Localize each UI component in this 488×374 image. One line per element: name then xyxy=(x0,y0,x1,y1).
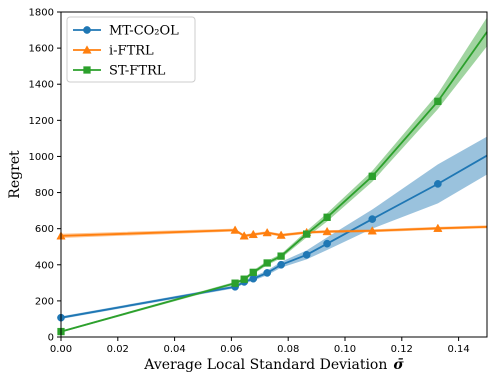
y-tick-label: 1800 xyxy=(29,8,54,19)
point-series-3 xyxy=(231,279,239,287)
x-tick-label: 0.02 xyxy=(107,344,129,355)
point-series-1 xyxy=(263,269,272,277)
point-series-1 xyxy=(323,239,331,248)
legend-marker xyxy=(83,66,91,74)
point-series-3 xyxy=(249,268,257,277)
x-axis-label-text: Average Local Standard Deviation xyxy=(143,357,387,373)
point-series-3 xyxy=(277,252,285,260)
point-series-1 xyxy=(368,215,377,223)
y-tick-label: 600 xyxy=(35,224,54,235)
point-series-2 xyxy=(276,230,286,239)
point-series-3 xyxy=(368,172,376,180)
x-tick-label: 0.08 xyxy=(277,344,299,355)
point-series-2 xyxy=(248,229,258,239)
x-tick-label: 0.00 xyxy=(50,344,72,355)
legend-marker xyxy=(83,26,91,34)
line-series-2 xyxy=(60,225,488,237)
series-markers xyxy=(56,97,443,336)
x-axis-label: Average Local Standard Deviation σ̄ xyxy=(143,357,404,373)
plot-frame xyxy=(60,11,488,338)
point-series-1 xyxy=(277,260,285,269)
legend-marker xyxy=(82,45,92,54)
legend-box xyxy=(66,16,196,83)
y-tick-label: 0 xyxy=(48,333,54,344)
point-series-3 xyxy=(434,97,442,106)
band-series-2 xyxy=(61,225,487,239)
y-tick-label: 1200 xyxy=(29,116,54,127)
point-series-1 xyxy=(302,250,311,259)
legend-label: MT-CO₂OL xyxy=(109,24,179,39)
x-tick-label: 0.14 xyxy=(447,344,469,355)
legend: MT-CO₂OL i-FTRL ST-FTRL xyxy=(66,16,196,83)
x-tick-label: 0.06 xyxy=(220,344,242,355)
point-series-2 xyxy=(230,225,240,234)
point-series-2 xyxy=(239,231,249,240)
point-series-2 xyxy=(262,227,272,237)
x-tick-label: 0.12 xyxy=(391,344,413,355)
point-series-3 xyxy=(240,275,248,283)
point-series-1 xyxy=(434,180,442,188)
x-tick-label: 0.10 xyxy=(334,344,356,355)
y-axis-label: Regret xyxy=(7,150,23,199)
legend-label: ST-FTRL xyxy=(109,64,166,79)
point-series-3 xyxy=(323,213,331,221)
x-tick-label: 0.04 xyxy=(163,344,185,355)
point-series-2 xyxy=(433,223,443,232)
x-axis-label-symbol: σ̄ xyxy=(393,357,404,373)
y-tick-label: 200 xyxy=(35,296,54,307)
y-tick-label: 1400 xyxy=(29,80,54,91)
point-series-3 xyxy=(303,230,311,238)
point-series-1 xyxy=(249,274,258,283)
confidence-bands xyxy=(61,17,487,333)
y-tick-label: 1600 xyxy=(29,44,54,55)
point-series-2 xyxy=(367,226,377,235)
y-tick-label: 1000 xyxy=(29,152,54,163)
point-series-2 xyxy=(322,226,332,236)
y-tick-label: 400 xyxy=(35,260,54,271)
y-axis-ticks: 0 200 400 600 800 1000 1200 1400 1600 1800 xyxy=(29,8,61,344)
y-tick-label: 800 xyxy=(35,188,54,199)
point-series-3 xyxy=(263,259,271,267)
legend-label: i-FTRL xyxy=(109,44,154,59)
x-axis-ticks: 0.00 0.02 0.04 0.06 0.08 0.10 0.12 0.14 xyxy=(50,337,470,355)
